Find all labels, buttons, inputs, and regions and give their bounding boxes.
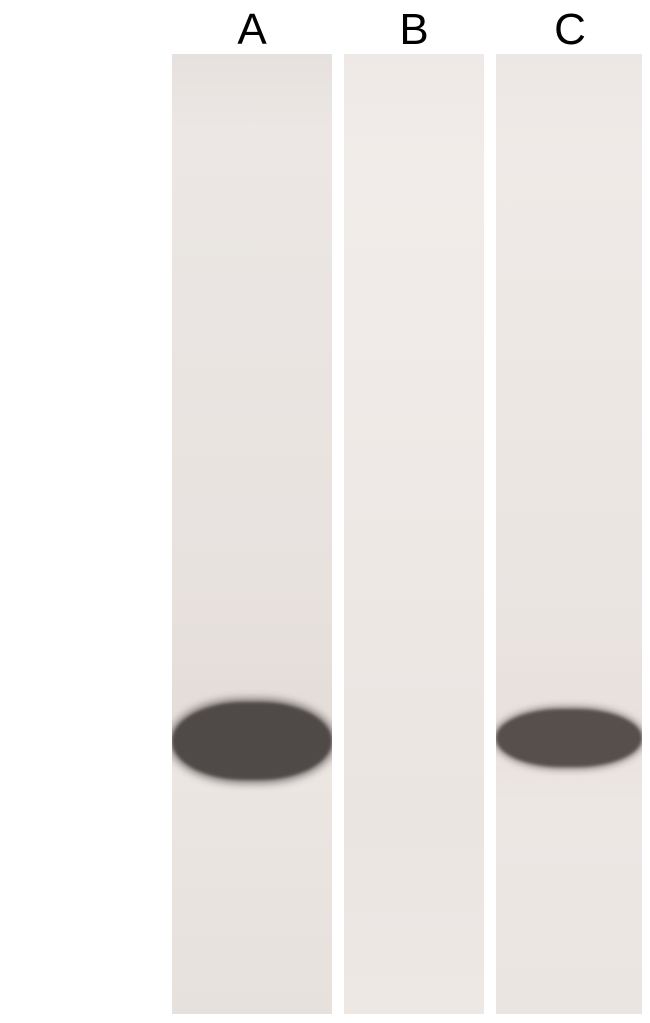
lane-label-c: C (554, 5, 586, 55)
lane-c (496, 54, 642, 1014)
lane-c-band-37kda (496, 709, 642, 767)
lane-b (344, 54, 484, 1014)
lane-b-background (344, 54, 484, 1014)
lane-a-background (172, 54, 332, 1014)
blot-membrane-area (172, 54, 642, 1014)
lane-a-band-37kda (172, 702, 332, 780)
lane-a (172, 54, 332, 1014)
lane-label-a: A (237, 5, 266, 55)
lane-label-b: B (399, 5, 428, 55)
lane-c-background (496, 54, 642, 1014)
western-blot-figure: A B C 250kDa 150kDa 100kDa 75kDa 50kDa 3… (0, 0, 650, 1023)
lane-gap-bc (484, 54, 496, 1014)
lane-gap-ab (332, 54, 344, 1014)
